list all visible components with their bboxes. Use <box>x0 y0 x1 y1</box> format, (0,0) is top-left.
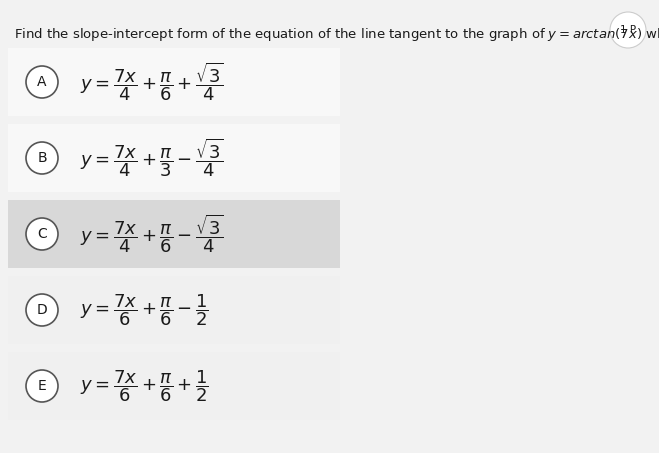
Text: B: B <box>37 151 47 165</box>
FancyBboxPatch shape <box>8 124 340 192</box>
Circle shape <box>610 12 646 48</box>
Text: $y = \dfrac{7x}{4} + \dfrac{\pi}{6} - \dfrac{\sqrt{3}}{4}$: $y = \dfrac{7x}{4} + \dfrac{\pi}{6} - \d… <box>80 212 224 255</box>
Circle shape <box>26 142 58 174</box>
FancyBboxPatch shape <box>8 276 340 344</box>
Text: D: D <box>37 303 47 317</box>
Circle shape <box>26 294 58 326</box>
Text: 1 P: 1 P <box>620 25 636 35</box>
Text: C: C <box>37 227 47 241</box>
Circle shape <box>26 370 58 402</box>
Text: $y = \dfrac{7x}{4} + \dfrac{\pi}{6} + \dfrac{\sqrt{3}}{4}$: $y = \dfrac{7x}{4} + \dfrac{\pi}{6} + \d… <box>80 61 224 103</box>
Text: E: E <box>38 379 46 393</box>
FancyBboxPatch shape <box>8 352 340 420</box>
Circle shape <box>26 218 58 250</box>
Text: $y = \dfrac{7x}{6} + \dfrac{\pi}{6} - \dfrac{1}{2}$: $y = \dfrac{7x}{6} + \dfrac{\pi}{6} - \d… <box>80 292 209 328</box>
Text: Find the slope-intercept form of the equation of the line tangent to the graph o: Find the slope-intercept form of the equ… <box>14 18 659 48</box>
Text: $y = \dfrac{7x}{6} + \dfrac{\pi}{6} + \dfrac{1}{2}$: $y = \dfrac{7x}{6} + \dfrac{\pi}{6} + \d… <box>80 368 209 404</box>
Text: $y = \dfrac{7x}{4} + \dfrac{\pi}{3} - \dfrac{\sqrt{3}}{4}$: $y = \dfrac{7x}{4} + \dfrac{\pi}{3} - \d… <box>80 137 224 179</box>
FancyBboxPatch shape <box>8 48 340 116</box>
Text: A: A <box>38 75 47 89</box>
FancyBboxPatch shape <box>8 200 340 268</box>
Circle shape <box>26 66 58 98</box>
